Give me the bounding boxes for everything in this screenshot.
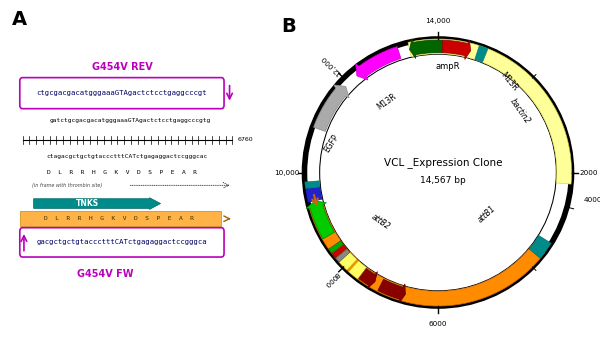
Polygon shape	[339, 252, 357, 270]
Text: 4000: 4000	[584, 197, 600, 203]
FancyBboxPatch shape	[20, 228, 224, 257]
Text: GgVCL: GgVCL	[414, 264, 458, 277]
FancyBboxPatch shape	[20, 78, 224, 109]
Text: A: A	[11, 10, 26, 29]
Text: 14,000: 14,000	[425, 18, 451, 24]
Polygon shape	[306, 201, 334, 239]
Polygon shape	[305, 181, 320, 189]
Polygon shape	[329, 241, 343, 253]
Polygon shape	[349, 261, 367, 279]
Circle shape	[320, 55, 556, 290]
Polygon shape	[408, 39, 572, 184]
Text: gacgctgctgtaccctttCATctgagaggactccgggca: gacgctgctgtaccctttCATctgagaggactccgggca	[37, 239, 207, 245]
Text: 2000: 2000	[580, 169, 598, 176]
Polygon shape	[442, 40, 470, 59]
Text: M13R: M13R	[498, 70, 519, 92]
Text: ctagacgctgctgtaccctttCATctgagaggactccgggcac: ctagacgctgctgtaccctttCATctgagaggactccggg…	[47, 155, 208, 159]
Text: D  L  R  R  H  G  K  V  D  S  P  E  A  R: D L R R H G K V D S P E A R	[47, 170, 197, 175]
Text: 10,000: 10,000	[274, 169, 299, 176]
Text: G454V REV: G454V REV	[92, 62, 152, 72]
Text: bactin2: bactin2	[508, 97, 532, 126]
Polygon shape	[305, 187, 322, 203]
Polygon shape	[475, 46, 488, 62]
Text: EGFP: EGFP	[323, 132, 341, 154]
Text: ctgcgacgacatgggaaaGTAgactctcctgaggcccgt: ctgcgacgacatgggaaaGTAgactctcctgaggcccgt	[37, 90, 207, 96]
Polygon shape	[336, 249, 350, 262]
FancyArrow shape	[34, 198, 161, 209]
Text: VCL _Expression Clone: VCL _Expression Clone	[383, 157, 502, 168]
Polygon shape	[309, 203, 545, 306]
Text: 12,000: 12,000	[320, 55, 342, 77]
Text: ampR: ampR	[436, 62, 460, 71]
Text: 8000: 8000	[322, 271, 340, 288]
Text: D  L  R  R  H  G  K  V  D  S  P  E  A  R: D L R R H G K V D S P E A R	[44, 216, 194, 221]
Polygon shape	[332, 245, 347, 258]
Polygon shape	[351, 263, 377, 289]
Polygon shape	[356, 47, 401, 80]
Polygon shape	[378, 279, 406, 303]
Polygon shape	[529, 235, 551, 258]
Text: attB2: attB2	[370, 212, 392, 231]
Text: gatctgcgacgacatgggaaaGTAgactctcctgaggcccgtg: gatctgcgacgacatgggaaaGTAgactctcctgaggccc…	[50, 118, 211, 123]
Text: (in frame with thrombin site): (in frame with thrombin site)	[32, 183, 102, 188]
Polygon shape	[410, 39, 443, 59]
Text: 6000: 6000	[429, 321, 447, 327]
Text: 6760: 6760	[238, 137, 253, 142]
FancyBboxPatch shape	[20, 211, 221, 226]
Text: B: B	[281, 17, 296, 36]
Polygon shape	[314, 85, 349, 131]
Text: TNKS: TNKS	[76, 199, 99, 208]
Text: M13R: M13R	[376, 92, 398, 112]
Text: G454V FW: G454V FW	[77, 269, 134, 279]
Text: attB1: attB1	[476, 204, 498, 224]
Text: 14,567 bp: 14,567 bp	[420, 176, 466, 185]
